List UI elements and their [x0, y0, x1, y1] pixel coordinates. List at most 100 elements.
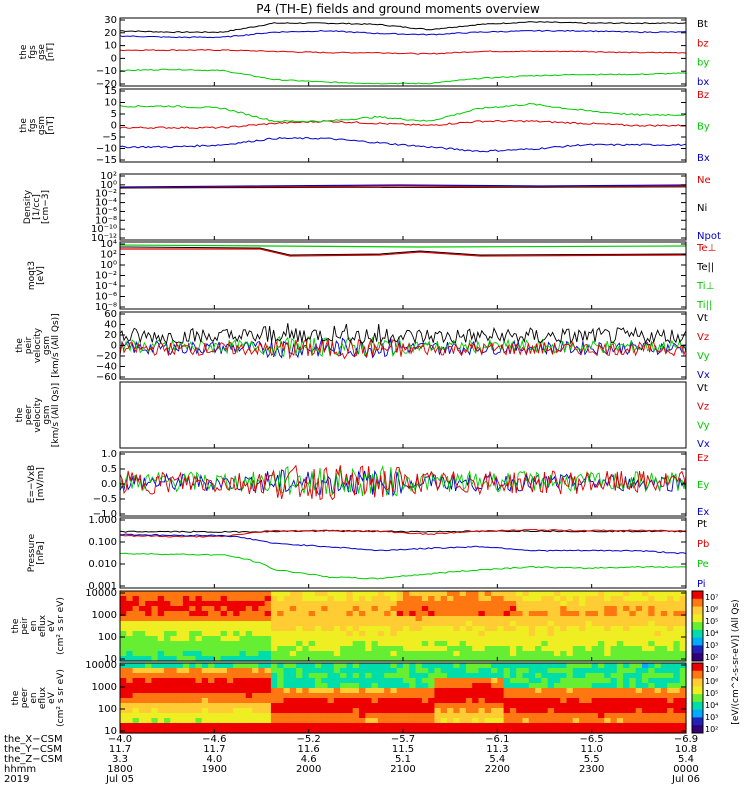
spectrogram-cell — [453, 708, 461, 714]
spectrogram-cell — [428, 683, 436, 689]
spectrogram-cell — [522, 626, 530, 632]
legend-efield-2: Ex — [697, 507, 709, 518]
spectrogram-cell — [164, 688, 171, 694]
spectrogram-cell — [679, 616, 687, 622]
spectrogram-cell — [233, 663, 241, 669]
spectrogram-cell — [528, 663, 536, 669]
spectrogram-cell — [182, 708, 190, 714]
spectrogram-cell — [623, 728, 630, 734]
spectrogram-cell — [296, 688, 303, 694]
fgs_gsm-by-line — [119, 102, 687, 123]
spectrogram-cell — [535, 728, 542, 734]
spectrogram-cell — [447, 693, 454, 699]
spectrogram-cell — [208, 636, 215, 642]
spectrogram-cell — [151, 713, 159, 719]
spectrogram-cell — [604, 646, 612, 652]
spectrogram-cell — [340, 651, 347, 657]
spectrogram-cell — [132, 693, 140, 699]
spectrogram-cell — [553, 606, 561, 612]
x-axis-value: 5.5 — [584, 754, 600, 765]
spectrogram-cell — [321, 688, 329, 694]
spectrogram-cell — [616, 708, 624, 714]
y-tick-label: 60 — [104, 309, 117, 320]
spectrogram-cell — [270, 611, 278, 617]
spectrogram-cell — [182, 678, 190, 684]
spectrogram-cell — [289, 596, 297, 602]
spectrogram-cell — [346, 728, 354, 734]
spectrogram-cell — [308, 708, 316, 714]
spectrogram-cell — [459, 596, 467, 602]
spectrogram-cell — [201, 698, 209, 704]
spectrogram-cell — [579, 663, 586, 669]
spectrogram-cell — [541, 626, 549, 632]
spectrogram-cell — [667, 591, 675, 597]
spectrogram-cell — [660, 596, 668, 602]
spectrogram-cell — [641, 703, 649, 709]
spectrogram-cell — [333, 601, 341, 607]
spectrogram-cell — [409, 718, 417, 724]
spectrogram-cell — [635, 656, 643, 662]
spectrogram-cell — [327, 713, 335, 719]
spectrogram-cell — [434, 596, 442, 602]
spectrogram-cell — [296, 723, 303, 729]
spectrogram-cell — [151, 728, 159, 734]
spectrogram-cell — [296, 631, 303, 637]
spectrogram-cell — [352, 703, 360, 709]
spectrogram-cell — [409, 636, 417, 642]
spectrogram-cell — [283, 636, 291, 642]
legend-density-2: Npot — [697, 231, 721, 242]
spectrogram-cell — [132, 683, 140, 689]
spectrogram-cell — [138, 698, 146, 704]
spectrogram-cell — [358, 601, 366, 607]
y-tick-label: 40 — [104, 320, 117, 331]
spectrogram-cell — [340, 683, 347, 689]
spectrogram-cell — [264, 631, 272, 637]
spectrogram-cell — [346, 683, 354, 689]
spectrogram-cell — [346, 591, 354, 597]
spectrogram-cell — [145, 678, 153, 684]
spectrogram-cell — [151, 708, 159, 714]
spectrogram-cell — [358, 631, 366, 637]
spectrogram-cell — [283, 651, 291, 657]
spectrogram-cell — [673, 693, 681, 699]
spectrogram-cell — [459, 656, 467, 662]
spectrogram-cell — [358, 698, 366, 704]
spectrogram-cell — [352, 708, 360, 714]
spectrogram-cell — [491, 683, 498, 689]
spectrogram-cell — [283, 713, 291, 719]
spectrogram-cell — [572, 656, 580, 662]
spectrogram-cell — [296, 673, 303, 679]
spectrogram-cell — [497, 646, 505, 652]
spectrogram-cell — [660, 601, 668, 607]
spectrogram-cell — [541, 616, 549, 622]
spectrogram-cell — [635, 678, 643, 684]
spectrogram-cell — [340, 713, 347, 719]
spectrogram-cell — [547, 621, 555, 627]
panel-density: 10²10⁰10⁻²10⁻⁴10⁻⁶10⁻⁸10⁻¹⁰10⁻¹²Density[… — [23, 171, 721, 244]
spectrogram-cell — [453, 651, 461, 657]
spectrogram-cell — [648, 606, 656, 612]
spectrogram-cell — [239, 616, 247, 622]
spectrogram-cell — [151, 723, 159, 729]
spectrogram-cell — [440, 626, 448, 632]
spectrogram-cell — [377, 683, 385, 689]
spectrogram-cell — [591, 678, 599, 684]
spectrogram-cell — [447, 718, 454, 724]
spectrogram-cell — [428, 601, 436, 607]
x-axis-value: 5.1 — [395, 754, 411, 765]
spectrogram-cell — [245, 723, 253, 729]
spectrogram-cell — [465, 718, 473, 724]
spectrogram-cell — [572, 641, 580, 647]
spectrogram-cell — [459, 693, 467, 699]
spectrogram-cell — [182, 668, 190, 674]
y-axis-label: fgs — [28, 118, 38, 132]
x-axis-row-label: the_Y−CSM — [4, 744, 62, 755]
spectrogram-cell — [377, 616, 385, 622]
spectrogram-cell — [252, 591, 259, 597]
spectrogram-cell — [195, 693, 203, 699]
spectrogram-cell — [428, 646, 436, 652]
spectrogram-cell — [591, 673, 599, 679]
spectrogram-cell — [340, 708, 347, 714]
spectrogram-cell — [623, 651, 630, 657]
spectrogram-cell — [572, 636, 580, 642]
